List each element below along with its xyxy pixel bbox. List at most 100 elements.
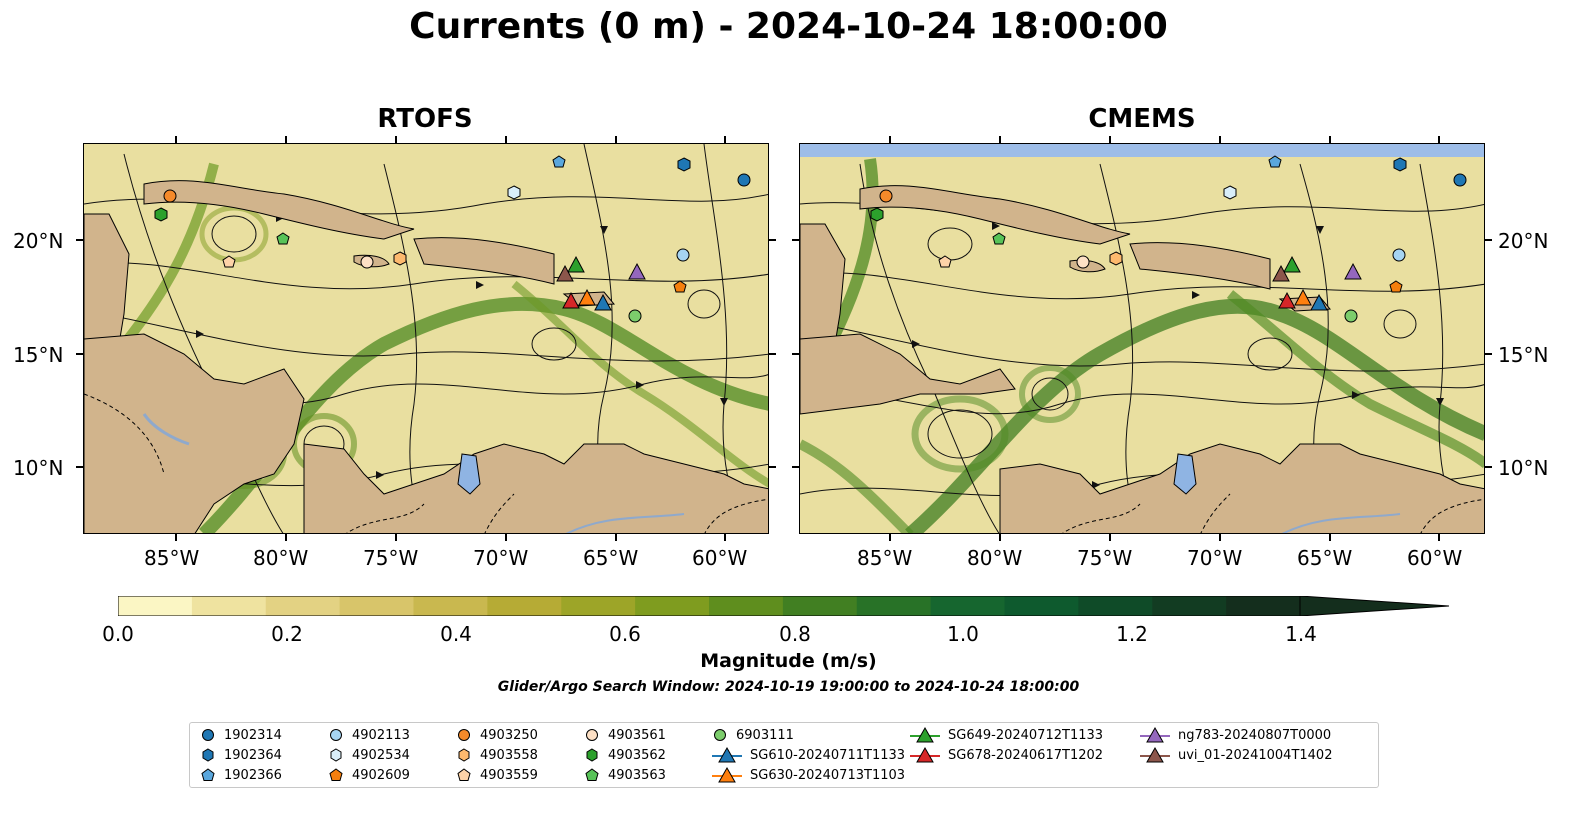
current-jet [1226, 290, 1484, 468]
xtick-85w-left: 85°W [144, 546, 200, 570]
colorbar-swatch [339, 596, 414, 616]
xtick-80w-right: 80°W [967, 546, 1023, 570]
legend-item: 4903561 [584, 727, 666, 743]
legend-item: ng783-20240807T0000 [1140, 727, 1331, 743]
marker-1902366[interactable] [552, 155, 566, 168]
marker-sg678[interactable] [562, 291, 580, 309]
map-rtofs-canvas [84, 144, 768, 533]
legend-item: SG610-20240711T1133 [712, 747, 905, 763]
marker-uvi01[interactable] [1272, 264, 1290, 282]
marker-ng783[interactable] [628, 262, 646, 280]
marker-sg610[interactable] [1310, 293, 1328, 311]
marker-4903558[interactable] [1109, 251, 1123, 266]
marker-6903111[interactable] [628, 309, 642, 323]
xtick-70w-left: 70°W [473, 546, 529, 570]
legend-item: 4902534 [328, 747, 410, 763]
eddy [1019, 365, 1081, 423]
colorbar-tick-1: 0.2 [271, 622, 303, 646]
eddy [911, 395, 1009, 473]
legend-item: SG678-20240617T1202 [910, 747, 1103, 763]
triangle-line-icon [712, 747, 742, 763]
streamline-arrows [912, 222, 1444, 489]
marker-4902609[interactable] [1389, 280, 1403, 293]
marker-4903563[interactable] [992, 232, 1006, 245]
marker-4903250[interactable] [879, 189, 893, 203]
xtick-65w-left: 65°W [583, 546, 639, 570]
lake [457, 453, 481, 495]
marker-1902314[interactable] [1453, 173, 1467, 187]
current-jet [824, 158, 879, 347]
marker-1902314[interactable] [737, 173, 751, 187]
legend-label: 6903111 [736, 727, 794, 743]
marker-ng783[interactable] [1344, 262, 1362, 280]
marker-sg649[interactable] [567, 255, 585, 273]
colorbar-swatch [1078, 596, 1153, 616]
legend-item: 1902366 [200, 767, 282, 783]
marker-uvi01[interactable] [556, 264, 574, 282]
marker-4903559[interactable] [222, 255, 236, 268]
marker-4903563[interactable] [276, 232, 290, 245]
xtick-65w-right: 65°W [1297, 546, 1353, 570]
marker-sg649[interactable] [1283, 255, 1301, 273]
xtick-80w-left: 80°W [253, 546, 309, 570]
marker-4903561[interactable] [1076, 255, 1090, 269]
legend-label: uvi_01-20241004T1402 [1178, 747, 1333, 763]
marker-4902534[interactable] [507, 185, 521, 200]
marker-sg630[interactable] [1294, 288, 1312, 306]
marker-4903250[interactable] [163, 189, 177, 203]
marker-4902113[interactable] [676, 248, 690, 262]
colorbar-tick-4: 0.8 [779, 622, 811, 646]
observation-markers-cmems [870, 155, 1467, 323]
marker-1902364[interactable] [677, 157, 691, 172]
current-jet [511, 280, 768, 488]
marker-4903562[interactable] [870, 207, 884, 222]
colorbar-swatch [1152, 596, 1227, 616]
legend-item: 4903562 [584, 747, 666, 763]
borders [1062, 493, 1484, 533]
map-cmems-canvas [800, 144, 1484, 533]
colorbar-title: Magnitude (m/s) [700, 650, 877, 672]
legend-item: 4903558 [456, 747, 538, 763]
colorbar-tick-2: 0.4 [440, 622, 472, 646]
marker-4903561[interactable] [360, 255, 374, 269]
ytick-10n-left: 10°N [13, 456, 64, 480]
legend-label: 4903561 [608, 727, 666, 743]
colorbar-swatch [413, 596, 488, 616]
map-cmems[interactable] [799, 143, 1485, 534]
colorbar-swatch [118, 596, 193, 616]
circle-icon [586, 729, 598, 741]
lake [1173, 453, 1197, 495]
legend-item: 4902113 [328, 727, 410, 743]
hexagon-icon [586, 748, 598, 762]
colorbar-swatch [265, 596, 341, 616]
legend: 1902314 1902364 1902366 4902113 4902534 49026… [189, 722, 1379, 788]
colorbar-tick-3: 0.6 [609, 622, 641, 646]
marker-sg630[interactable] [578, 288, 596, 306]
map-rtofs[interactable] [83, 143, 769, 534]
marker-4902113[interactable] [1392, 248, 1406, 262]
marker-1902364[interactable] [1393, 157, 1407, 172]
colorbar-swatch [1226, 596, 1301, 616]
marker-4903559[interactable] [938, 255, 952, 268]
marker-1902366[interactable] [1268, 155, 1282, 168]
legend-label: 4903559 [480, 767, 538, 783]
marker-sg610[interactable] [594, 293, 612, 311]
marker-sg678[interactable] [1278, 291, 1296, 309]
marker-4902609[interactable] [673, 280, 687, 293]
colorbar-swatch [782, 596, 858, 616]
current-jet [800, 439, 914, 533]
ytick-20n-right: 20°N [1498, 229, 1549, 253]
marker-4902534[interactable] [1223, 185, 1237, 200]
legend-label: 4903563 [608, 767, 666, 783]
pentagon-icon [329, 768, 343, 781]
legend-item: 1902314 [200, 727, 282, 743]
colorbar-tick-7: 1.4 [1285, 622, 1317, 646]
hexagon-icon [458, 748, 470, 762]
ytick-15n-right: 15°N [1498, 343, 1549, 367]
current-jet [905, 298, 1484, 533]
circle-icon [330, 729, 342, 741]
marker-4903562[interactable] [154, 207, 168, 222]
marker-4903558[interactable] [393, 251, 407, 266]
hexagon-icon [330, 748, 342, 762]
marker-6903111[interactable] [1344, 309, 1358, 323]
